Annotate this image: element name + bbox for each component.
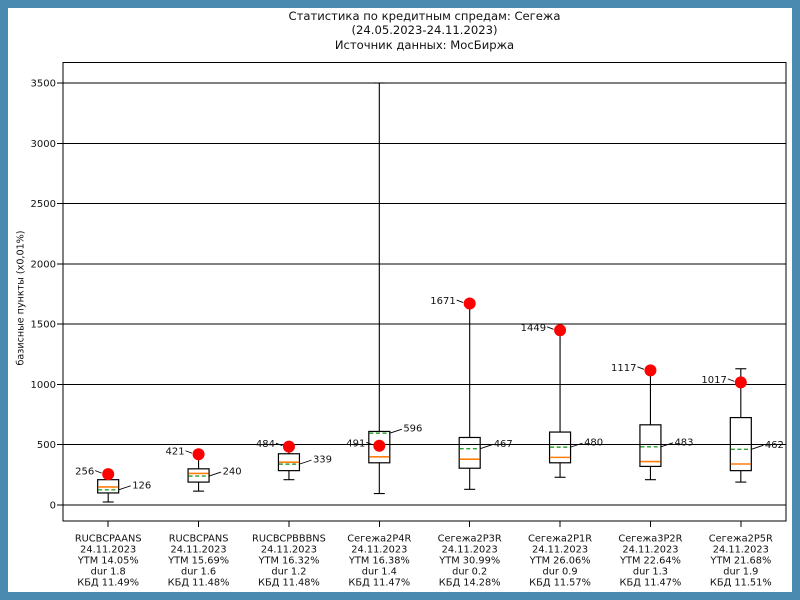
current-value-dot — [192, 448, 205, 461]
current-value-dot — [734, 376, 747, 389]
chart-subtitle-source: Источник данных: МосБиржа — [334, 37, 515, 52]
current-value-dot — [282, 440, 295, 453]
annotation-current: 1671 — [430, 296, 455, 307]
x-tick-label: Сегежа2P4R 24.11.2023 YTM 16.38% dur 1.4 КБД… — [347, 534, 411, 589]
leader-line — [751, 444, 764, 450]
leader-line — [95, 470, 102, 474]
y-axis-label: базисные пункты (x0,01%) — [15, 230, 27, 366]
annotation-mean: 596 — [403, 424, 422, 435]
current-value-dot — [463, 297, 476, 310]
y-tick-label: 3500 — [31, 79, 56, 90]
leader-line — [637, 366, 645, 370]
leader-line — [118, 485, 131, 491]
leader-line — [660, 442, 674, 448]
x-tick-label: Сегежа2P5R 24.11.2023 YTM 21.68% dur 1.9 КБД… — [709, 534, 773, 589]
annotation-current: 1449 — [521, 323, 546, 334]
box — [639, 424, 662, 468]
annotation-mean: 480 — [584, 438, 603, 449]
leader-line — [275, 442, 283, 447]
annotation-mean: 462 — [765, 440, 784, 451]
leader-line — [727, 378, 735, 382]
box — [458, 436, 481, 469]
box — [729, 416, 752, 472]
current-value-dot — [644, 364, 657, 377]
x-tick-label: Сегежа2P1R 24.11.2023 YTM 26.06% dur 0.9 КБД… — [528, 534, 592, 589]
leader-line — [546, 326, 554, 330]
x-tick-label: RUCBCPANS 24.11.2023 YTM 15.69% dur 1.6 КБД … — [167, 534, 229, 589]
leader-line — [456, 299, 464, 303]
y-tick-label: 2000 — [31, 259, 56, 270]
annotation-current: 1117 — [611, 363, 636, 374]
box — [368, 430, 391, 464]
leader-line — [299, 459, 312, 465]
leader-line — [480, 444, 493, 450]
box — [548, 431, 572, 464]
leader-line — [389, 428, 402, 434]
x-tick-label: Сегежа3P2R 24.11.2023 YTM 22.64% dur 1.3 КБД… — [618, 534, 682, 589]
annotation-current: 1017 — [701, 375, 726, 386]
x-tick-label: RUCBCPAANS 24.11.2023 YTM 14.05% dur 1.8 КБД… — [75, 534, 142, 589]
box — [187, 468, 210, 483]
annotation-mean: 339 — [313, 455, 332, 466]
leader-line — [570, 442, 583, 448]
leader-line — [185, 450, 193, 454]
x-tick-label: RUCBCPBBBNS 24.11.2023 YTM 16.32% dur 1.2 КБ… — [252, 534, 326, 589]
x-tick-label: Сегежа2P3R 24.11.2023 YTM 30.99% dur 0.2 КБД… — [438, 534, 502, 589]
plot-frame — [62, 61, 787, 522]
annotation-current: 256 — [75, 467, 94, 478]
annotation-mean: 240 — [223, 467, 242, 478]
y-tick-label: 2500 — [31, 199, 56, 210]
box — [277, 453, 301, 472]
annotation-mean: 467 — [494, 439, 513, 450]
y-tick-label: 1500 — [31, 320, 56, 331]
annotation-current: 421 — [165, 447, 184, 458]
chart-title-block: Статистика по кредитным спредам: Сегежа … — [63, 9, 786, 52]
chart-subtitle-daterange: (24.05.2023-24.11.2023) — [351, 23, 498, 38]
chart-title: Статистика по кредитным спредам: Сегежа — [288, 9, 561, 23]
y-tick-label: 500 — [37, 440, 56, 451]
annotation-mean: 483 — [674, 437, 693, 448]
leader-line — [366, 441, 373, 446]
current-value-dot — [554, 324, 567, 337]
annotation-mean: 126 — [132, 480, 151, 491]
current-value-dot — [373, 439, 386, 452]
y-tick-label: 3000 — [31, 139, 56, 150]
y-tick-label: 0 — [50, 501, 56, 512]
annotation-current: 484 — [256, 439, 275, 450]
annotation-current: 491 — [346, 438, 365, 449]
leader-line — [208, 471, 222, 477]
current-value-dot — [102, 468, 115, 481]
y-tick-label: 1000 — [31, 380, 56, 391]
